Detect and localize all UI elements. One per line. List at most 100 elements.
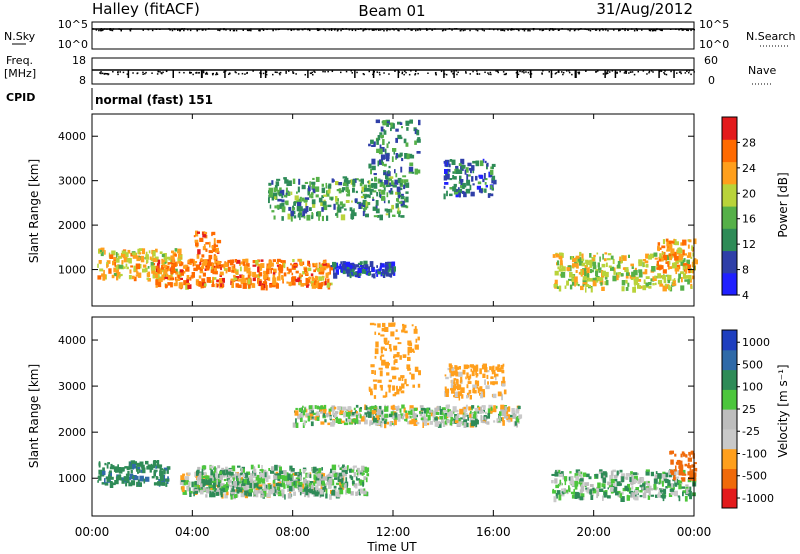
power-cell [569,284,573,290]
power-cell [610,255,614,260]
velocity-cell [446,419,451,424]
power-cell [227,266,231,272]
velocity-cell [302,488,305,492]
velocity-cell [205,477,208,483]
velocity-cell [621,476,625,483]
cpid-label: CPID [6,91,35,104]
nave-point [648,70,651,73]
velocity-cell [453,381,456,384]
velocity-cell [116,467,121,473]
power-cell [685,264,688,271]
power-cell [318,269,321,275]
velocity-cell [290,480,294,483]
power-cell [277,198,282,202]
power-cell [279,187,282,191]
power-cell [99,268,104,272]
date-title: 31/Aug/2012 [596,0,693,18]
nave-point [686,70,688,72]
nave-point [561,71,563,73]
nave-point [408,73,411,76]
power-cell [340,261,343,265]
velocity-cell [343,412,346,418]
nsky-point [99,29,102,31]
velocity-cell [492,393,497,399]
power-cell [462,185,465,189]
x-tick-label: 00:00 [75,525,110,539]
velocity-cell [351,418,356,423]
nave-point [646,73,648,75]
power-cell [269,204,272,209]
y-tick-label: 1000 [58,472,86,485]
power-cell [299,196,302,203]
power-cell [682,239,687,246]
nave-point [542,70,544,72]
nave-point [159,70,161,73]
power-cell [369,261,374,267]
velocity-cell [378,422,382,426]
nsky-point [318,29,321,31]
power-cell [342,203,346,207]
nave-point [484,71,486,74]
power-cell [365,201,368,207]
power-cell [98,260,102,264]
velocity-cell [109,476,114,480]
velocity-cell [392,404,395,410]
power-cell [147,271,151,278]
power-cell [313,269,316,273]
nave-point [566,70,568,72]
power-cell [404,153,408,159]
velocity-cell [161,481,166,486]
power-cell [216,279,220,283]
power-cell [199,261,202,266]
power-cell [415,169,421,174]
velocity-cell [502,363,505,367]
velocity-cell [641,477,645,483]
power-cell [194,239,199,243]
velocity-cell [420,417,424,421]
power-cell [215,250,220,253]
power-cell [581,253,584,259]
power-cell [315,282,319,288]
power-cell [625,287,629,291]
power-cell [174,253,177,257]
nave-point [142,73,144,75]
velocity-cell [123,476,128,482]
nsky-panel [91,21,695,50]
velocity-cell [625,476,629,480]
power-cell [483,173,486,179]
power-cell [581,262,586,267]
power-cell [170,282,173,288]
nave-point [497,71,499,74]
nsky-point [183,29,185,32]
power-cell [355,271,360,276]
velocity-cell [355,404,359,408]
velocity-cell [359,407,362,410]
velocity-cell [502,420,505,426]
velocity-cell [384,413,389,418]
nave-point [623,72,626,74]
power-cell [179,254,182,258]
power-cell [103,269,105,276]
power-cell [321,195,324,199]
power-cell [116,252,118,258]
nave-point [637,70,639,73]
power-cell [636,281,639,286]
nave-point [611,70,614,72]
power-cell [302,271,305,275]
power-cell [320,201,323,206]
power-cell [634,267,637,272]
velocity-cell [681,473,687,476]
power-cell [290,263,292,266]
power-cell [303,199,308,203]
power-cell [170,270,174,275]
power-cell [272,259,277,262]
power-cell [599,279,603,284]
power-cell [556,260,560,266]
power-cell [165,284,168,288]
power-cell [460,185,465,189]
velocity-cell [624,485,628,491]
power-cell [472,183,475,186]
velocity-cell [226,486,229,489]
velocity-cell [402,325,406,331]
